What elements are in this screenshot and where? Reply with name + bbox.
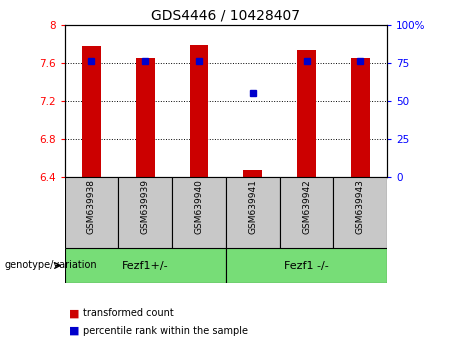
Text: percentile rank within the sample: percentile rank within the sample bbox=[83, 326, 248, 336]
Text: ■: ■ bbox=[69, 326, 80, 336]
Text: GSM639939: GSM639939 bbox=[141, 179, 150, 234]
Bar bbox=[118, 177, 172, 248]
Bar bbox=[243, 170, 262, 177]
Bar bbox=[333, 177, 387, 248]
Bar bbox=[226, 248, 387, 283]
Text: GSM639943: GSM639943 bbox=[356, 179, 365, 234]
Text: genotype/variation: genotype/variation bbox=[5, 261, 97, 270]
Bar bbox=[351, 58, 370, 177]
Bar bbox=[172, 177, 226, 248]
Bar bbox=[65, 177, 118, 248]
Text: GSM639942: GSM639942 bbox=[302, 179, 311, 234]
Text: GSM639940: GSM639940 bbox=[195, 179, 203, 234]
Title: GDS4446 / 10428407: GDS4446 / 10428407 bbox=[151, 8, 301, 22]
Bar bbox=[226, 177, 280, 248]
Bar bbox=[136, 58, 154, 177]
Bar bbox=[82, 46, 101, 177]
Bar bbox=[280, 177, 333, 248]
Text: Fezf1+/-: Fezf1+/- bbox=[122, 261, 169, 270]
Text: ■: ■ bbox=[69, 308, 80, 318]
Bar bbox=[297, 51, 316, 177]
Text: Fezf1 -/-: Fezf1 -/- bbox=[284, 261, 329, 270]
Bar bbox=[65, 248, 226, 283]
Text: GSM639938: GSM639938 bbox=[87, 179, 96, 234]
Bar bbox=[189, 45, 208, 177]
Text: transformed count: transformed count bbox=[83, 308, 174, 318]
Text: GSM639941: GSM639941 bbox=[248, 179, 257, 234]
